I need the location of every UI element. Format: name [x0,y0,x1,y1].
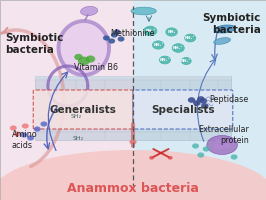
Ellipse shape [81,6,98,16]
Circle shape [222,141,227,145]
Circle shape [180,57,192,65]
Circle shape [111,32,118,38]
Text: NH₃⁺: NH₃⁺ [181,59,191,63]
Text: SH₂: SH₂ [73,136,84,142]
Text: NH₄⁺: NH₄⁺ [145,29,155,33]
Circle shape [22,123,29,129]
Circle shape [86,55,95,63]
Circle shape [20,132,27,138]
Circle shape [215,139,221,143]
Circle shape [218,145,223,149]
Circle shape [14,131,21,137]
Circle shape [201,103,209,109]
Ellipse shape [207,136,237,154]
Circle shape [168,156,173,160]
Ellipse shape [0,150,266,200]
Text: Symbiotic
bacteria: Symbiotic bacteria [5,33,64,55]
Circle shape [108,38,115,44]
Circle shape [197,96,205,102]
FancyBboxPatch shape [33,90,133,129]
Circle shape [165,27,178,37]
Circle shape [143,25,158,37]
Circle shape [203,146,210,152]
FancyBboxPatch shape [0,0,133,200]
Circle shape [118,36,124,42]
Circle shape [40,121,47,127]
Text: NH₄⁺: NH₄⁺ [160,58,170,62]
Text: Symbiotic
bacteria: Symbiotic bacteria [202,13,261,35]
Text: Amino
acids: Amino acids [12,130,38,150]
Text: Peptidase: Peptidase [209,95,249,104]
FancyBboxPatch shape [133,90,233,129]
FancyBboxPatch shape [133,0,266,200]
Text: NH₃: NH₃ [167,30,176,34]
Polygon shape [35,76,231,140]
Text: NH₃⁺: NH₃⁺ [185,36,195,40]
Circle shape [10,125,17,131]
Text: Specialists: Specialists [151,105,215,115]
Circle shape [192,143,199,149]
Text: SH₂: SH₂ [70,114,81,119]
Circle shape [34,126,41,132]
Ellipse shape [214,38,231,44]
Text: NH₄⁺: NH₄⁺ [153,43,163,47]
Circle shape [225,144,230,148]
Polygon shape [35,76,231,80]
Circle shape [27,135,34,141]
Circle shape [193,100,201,106]
Text: Extracellular
protein: Extracellular protein [198,125,249,145]
Circle shape [184,33,197,43]
Text: Vitamin B6: Vitamin B6 [74,64,118,72]
Circle shape [152,40,165,50]
Circle shape [231,154,238,160]
Ellipse shape [131,7,156,15]
Circle shape [74,54,83,60]
Text: NH₄⁺: NH₄⁺ [173,46,183,50]
Circle shape [200,98,207,104]
Ellipse shape [129,140,137,144]
Circle shape [188,97,195,103]
Text: Methionine: Methionine [110,29,155,38]
Circle shape [214,144,219,148]
Circle shape [197,152,204,158]
Ellipse shape [214,25,235,33]
Ellipse shape [59,21,109,75]
Circle shape [114,29,120,35]
Circle shape [149,156,154,160]
Text: Generalists: Generalists [49,105,117,115]
Text: Anammox bacteria: Anammox bacteria [67,182,199,195]
Circle shape [171,43,185,53]
Circle shape [159,55,171,65]
Circle shape [103,35,110,41]
Circle shape [78,57,90,65]
